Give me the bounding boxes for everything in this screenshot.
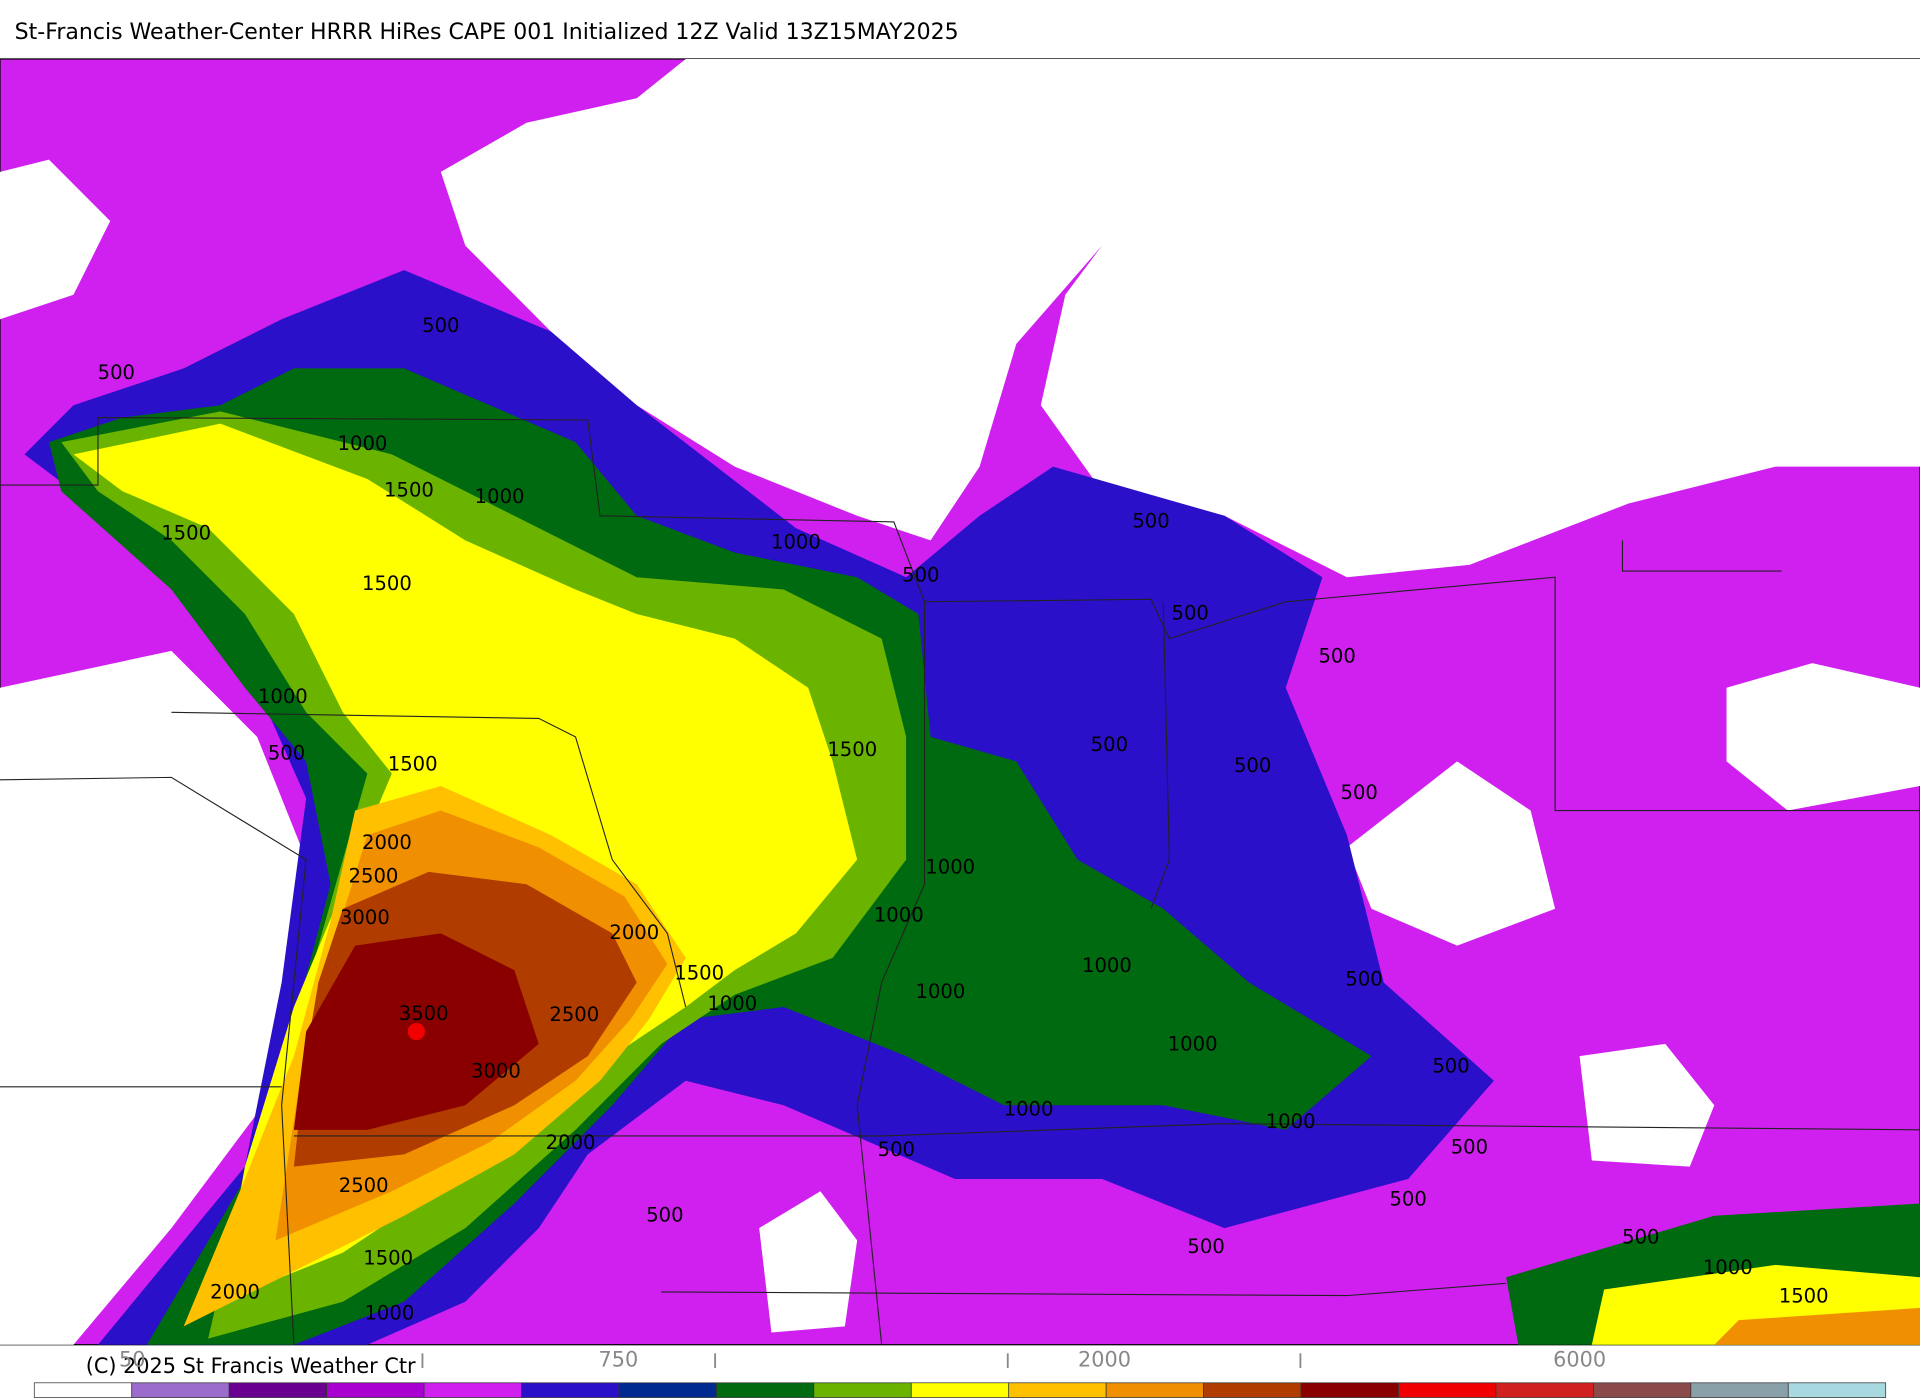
colorbar-swatch xyxy=(33,1382,133,1398)
contour-label: 2500 xyxy=(339,1174,389,1197)
contour-label: 2000 xyxy=(362,831,412,854)
no-cape-area xyxy=(1346,761,1556,946)
colorbar-swatch xyxy=(423,1382,522,1398)
colorbar-swatch xyxy=(1787,1382,1887,1398)
contour-label: 1000 xyxy=(1082,954,1132,977)
cape-band xyxy=(1714,1307,1920,1345)
contour-label: 1000 xyxy=(1703,1256,1753,1279)
contour-label: 3000 xyxy=(340,906,390,929)
colorbar-swatch xyxy=(1495,1382,1594,1398)
contour-label: 500 xyxy=(1172,602,1209,625)
contour-label: 2000 xyxy=(546,1131,596,1154)
state-borders xyxy=(0,416,1920,1345)
colorbar-swatch xyxy=(131,1382,230,1398)
contour-label: 1000 xyxy=(258,685,308,708)
contour-label: 500 xyxy=(1345,967,1382,990)
contour-label: 1000 xyxy=(874,904,924,927)
contour-label: 1000 xyxy=(1004,1098,1054,1121)
colorbar-swatch xyxy=(1690,1382,1789,1398)
no-cape-area xyxy=(440,58,1920,578)
contour-label: 1000 xyxy=(707,992,757,1015)
contour-label: 2500 xyxy=(549,1003,599,1026)
contour-labels: 500 500 1000 1500 1000 1500 1000 500 500 1500 500 5… xyxy=(98,314,1829,1324)
contour-label: 500 xyxy=(902,563,939,586)
contour-label: 500 xyxy=(1432,1055,1469,1078)
colorbar-label: 750 xyxy=(599,1348,639,1372)
colorbar-swatch xyxy=(1105,1382,1204,1398)
contour-label: 500 xyxy=(422,314,459,337)
no-cape-area xyxy=(759,1191,858,1333)
colorbar-swatch xyxy=(326,1382,425,1398)
contour-label: 1000 xyxy=(925,856,975,879)
colorbar-swatch xyxy=(910,1382,1010,1398)
map: 500 500 1000 1500 1000 1500 1000 500 500 1500 500 5… xyxy=(0,58,1920,1346)
colorbar-swatch xyxy=(228,1382,327,1398)
contour-label: 500 xyxy=(1091,733,1128,756)
colorbar-swatch xyxy=(618,1382,717,1398)
colorbar-label: 50 xyxy=(119,1348,145,1372)
contour-label: 1500 xyxy=(363,1246,413,1269)
colorbar: 50 750 2000 6000 xyxy=(33,1348,1887,1398)
contour-label: 1000 xyxy=(1266,1110,1316,1133)
contour-label: 1500 xyxy=(384,479,434,502)
contour-label: 500 xyxy=(1187,1235,1224,1258)
contour-label: 3500 xyxy=(399,1002,449,1025)
contour-label: 1500 xyxy=(674,961,724,984)
contour-label: 3000 xyxy=(471,1060,521,1083)
no-cape-area xyxy=(1726,663,1920,811)
title: St-Francis Weather-Center HRRR HiRes CAP… xyxy=(15,20,959,45)
contour-label: 500 xyxy=(1132,509,1169,532)
cape-max xyxy=(407,1022,425,1041)
contour-label: 1000 xyxy=(771,530,821,553)
contour-label: 1500 xyxy=(1779,1284,1829,1307)
contour-label: 1500 xyxy=(161,522,211,545)
contour-label: 2000 xyxy=(609,921,659,944)
colorbar-swatch xyxy=(1398,1382,1497,1398)
colorbar-swatch xyxy=(1593,1382,1692,1398)
contour-label: 500 xyxy=(1389,1187,1426,1210)
contour-label: 1000 xyxy=(338,432,388,455)
colorbar-swatch xyxy=(716,1382,815,1398)
colorbar-swatch xyxy=(1203,1382,1302,1398)
contour-label: 1500 xyxy=(362,572,412,595)
colorbar-swatch xyxy=(1300,1382,1399,1398)
no-cape-area xyxy=(0,650,307,1345)
no-cape-area xyxy=(1579,1043,1715,1167)
contour-label: 2000 xyxy=(210,1281,260,1304)
contour-label: 500 xyxy=(646,1203,683,1226)
no-cape-area xyxy=(0,159,111,320)
copyright: (C) 2025 St Francis Weather Ctr xyxy=(86,1354,416,1378)
colorbar-label: 6000 xyxy=(1553,1348,1606,1372)
colorbar-swatch xyxy=(521,1382,620,1398)
colorbar-swatch xyxy=(813,1382,912,1398)
contour-label: 500 xyxy=(1622,1225,1659,1248)
contour-label: 1500 xyxy=(388,753,438,776)
contour-label: 1000 xyxy=(1168,1033,1218,1056)
contour-label: 1000 xyxy=(475,485,525,508)
contour-label: 1000 xyxy=(915,980,965,1003)
contour-label: 500 xyxy=(1234,754,1271,777)
contour-label: 1500 xyxy=(827,738,877,761)
contour-label: 500 xyxy=(1318,644,1355,667)
colorbar-label: 2000 xyxy=(1078,1348,1131,1372)
contour-label: 500 xyxy=(878,1138,915,1161)
contour-label: 500 xyxy=(1340,781,1377,804)
contour-label: 500 xyxy=(98,361,135,384)
contour-label: 1000 xyxy=(364,1302,414,1325)
colorbar-swatch xyxy=(1008,1382,1107,1398)
contour-label: 500 xyxy=(1451,1136,1488,1159)
contour-label: 2500 xyxy=(349,864,399,887)
contour-label: 500 xyxy=(268,742,305,765)
